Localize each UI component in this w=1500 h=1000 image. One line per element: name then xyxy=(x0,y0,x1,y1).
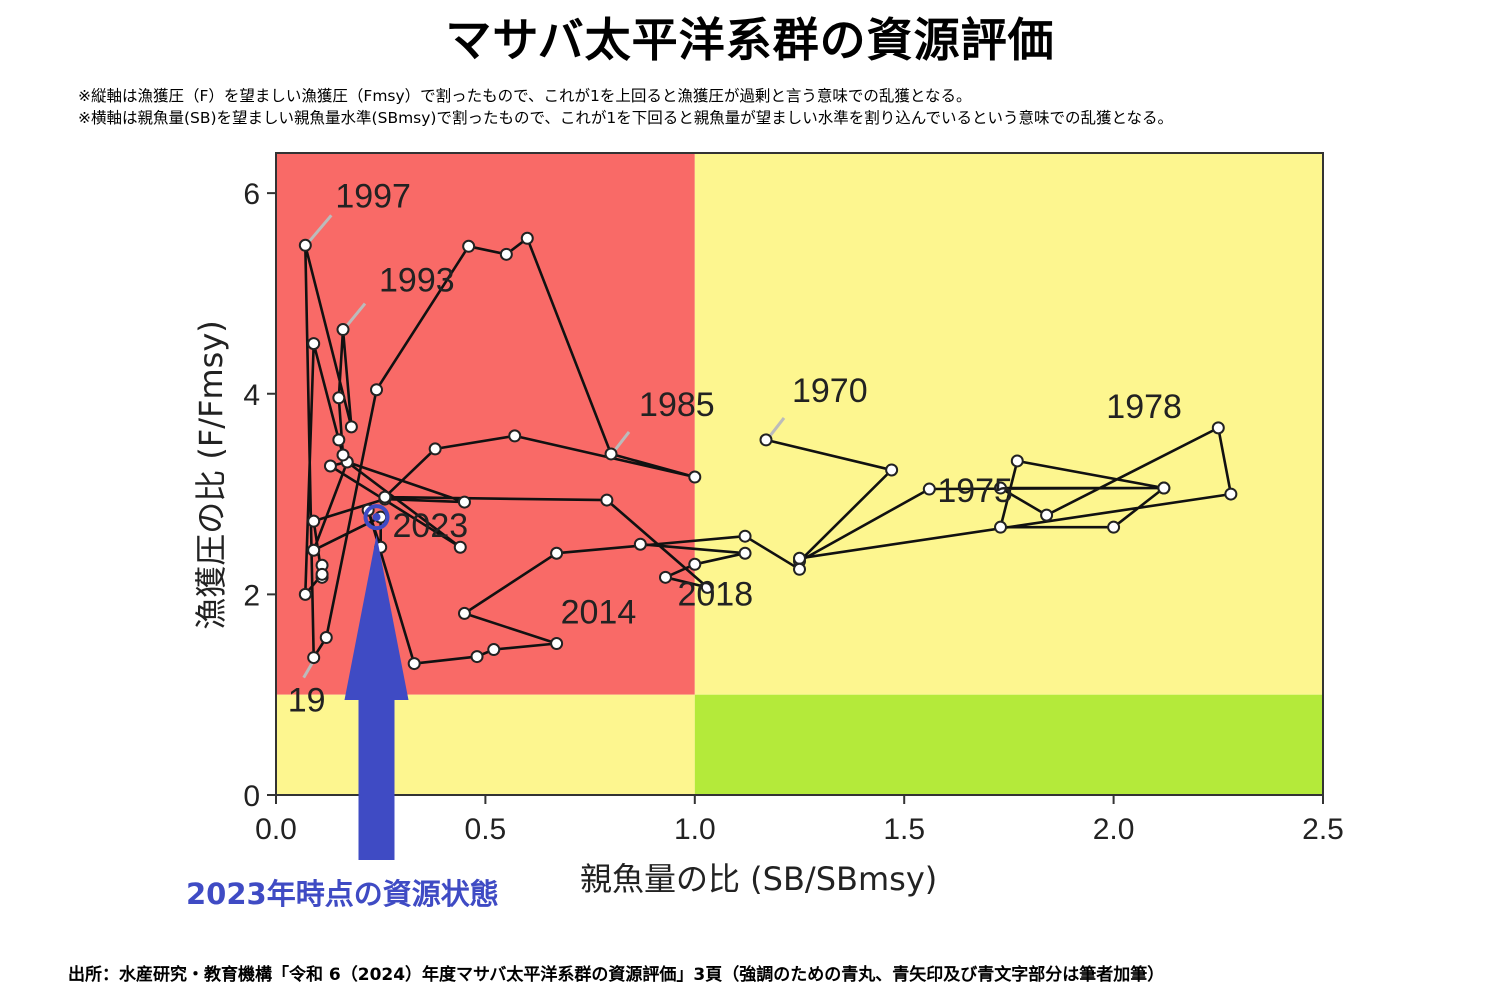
zone-2 xyxy=(276,694,695,795)
year-label: 2018 xyxy=(677,575,753,613)
year-label: 1970 xyxy=(792,372,868,410)
note-x-axis: ※横軸は親魚量(SB)を望ましい親魚量水準(SBmsy)で割ったもので、これが1… xyxy=(78,109,1173,127)
data-point xyxy=(550,637,564,651)
data-point xyxy=(487,643,501,657)
page-title: マサバ太平洋系群の資源評価 xyxy=(445,13,1055,67)
data-point xyxy=(319,631,333,645)
y-tick-label: 4 xyxy=(243,379,260,412)
data-point xyxy=(1157,481,1171,495)
y-axis-label: 漁獲圧の比 (F/Fmsy) xyxy=(192,320,230,630)
data-point xyxy=(793,551,806,565)
y-tick-label: 6 xyxy=(243,178,260,211)
data-point xyxy=(344,420,358,434)
data-point xyxy=(428,442,442,456)
data-point xyxy=(738,529,752,543)
x-tick-label: 2.0 xyxy=(1093,813,1135,846)
year-label-connector xyxy=(345,302,367,327)
data-point xyxy=(759,433,773,447)
zones-layer xyxy=(276,153,1323,795)
year-label-connector xyxy=(768,416,786,437)
data-point xyxy=(332,391,346,405)
data-point xyxy=(994,481,1008,495)
data-point xyxy=(700,580,714,594)
data-point xyxy=(922,482,936,496)
data-point xyxy=(1224,487,1238,501)
year-label-connector xyxy=(308,214,333,243)
year-label: 1985 xyxy=(639,386,715,424)
data-point xyxy=(323,459,337,473)
data-point xyxy=(1010,454,1024,468)
data-point xyxy=(688,557,702,571)
y-tick-label: 2 xyxy=(243,579,260,612)
year-label: 2023 xyxy=(393,507,469,545)
data-point xyxy=(407,657,421,671)
data-point xyxy=(738,546,752,560)
data-point xyxy=(1107,520,1121,534)
highlight-dot xyxy=(372,513,381,522)
x-axis-label: 親魚量の比 (SB/SBmsy) xyxy=(580,860,937,898)
data-point xyxy=(633,537,647,551)
data-point xyxy=(499,247,513,261)
data-point xyxy=(658,570,672,584)
data-point xyxy=(688,470,702,484)
zone-3 xyxy=(694,694,1323,795)
points-layer xyxy=(298,231,1238,671)
data-point xyxy=(793,562,806,576)
axes-layer: 0.0 0.5 1.0 1.5 2.0 2.5 0 2 4 6 xyxy=(243,152,1344,846)
plot-frame xyxy=(275,152,1324,796)
year-label: 2014 xyxy=(561,594,637,632)
source-note: 出所：水産研究・教育機構「令和 6（2024）年度マサバ太平洋系群の資源評価」3… xyxy=(68,965,1165,985)
highlight-callout-label: 2023年時点の資源状態 xyxy=(186,877,499,911)
data-point xyxy=(298,238,312,252)
year-label: 1993 xyxy=(379,262,455,300)
data-point xyxy=(378,490,392,504)
data-point xyxy=(332,433,346,447)
x-tick-label: 0.5 xyxy=(465,813,507,846)
x-tick-label: 2.5 xyxy=(1302,813,1344,846)
data-point xyxy=(307,543,321,557)
highlight-layer xyxy=(344,504,409,860)
year-label-connector xyxy=(613,431,631,451)
x-tick-label: 1.0 xyxy=(674,813,716,846)
data-point xyxy=(307,514,321,528)
data-point xyxy=(600,493,614,507)
zone-1 xyxy=(694,153,1323,695)
data-point xyxy=(470,650,484,664)
data-point xyxy=(370,383,384,397)
x-tick-label: 1.5 xyxy=(883,813,925,846)
data-point xyxy=(520,231,534,245)
data-point xyxy=(462,239,476,253)
data-point xyxy=(315,567,329,581)
y-tick-label: 0 xyxy=(243,780,260,813)
data-point xyxy=(1211,421,1225,435)
year-labels-layer: 1997 1993 1985 1970 1978 1975 2023 2018 2014 19 xyxy=(288,177,1182,719)
x-tick-label: 0.0 xyxy=(255,813,297,846)
data-point xyxy=(336,323,350,337)
highlight-circle xyxy=(363,504,390,531)
data-point xyxy=(298,587,312,601)
data-point xyxy=(508,429,522,443)
data-point xyxy=(550,546,564,560)
note-y-axis: ※縦軸は漁獲圧（F）を望ましい漁獲圧（Fmsy）で割ったもので、これが1を上回る… xyxy=(78,87,972,105)
data-point xyxy=(457,606,471,620)
data-point xyxy=(453,540,467,554)
data-point xyxy=(307,337,321,351)
data-point xyxy=(1040,508,1054,522)
data-point xyxy=(307,651,321,665)
data-point xyxy=(604,447,618,461)
data-point xyxy=(457,495,471,509)
year-label: 19 xyxy=(288,682,326,720)
data-point xyxy=(885,463,899,477)
data-point xyxy=(994,520,1008,534)
year-label: 1997 xyxy=(335,177,411,215)
highlight-arrow xyxy=(344,535,409,860)
year-label: 1975 xyxy=(937,472,1013,510)
data-point xyxy=(336,448,350,462)
year-label: 1978 xyxy=(1106,388,1182,426)
